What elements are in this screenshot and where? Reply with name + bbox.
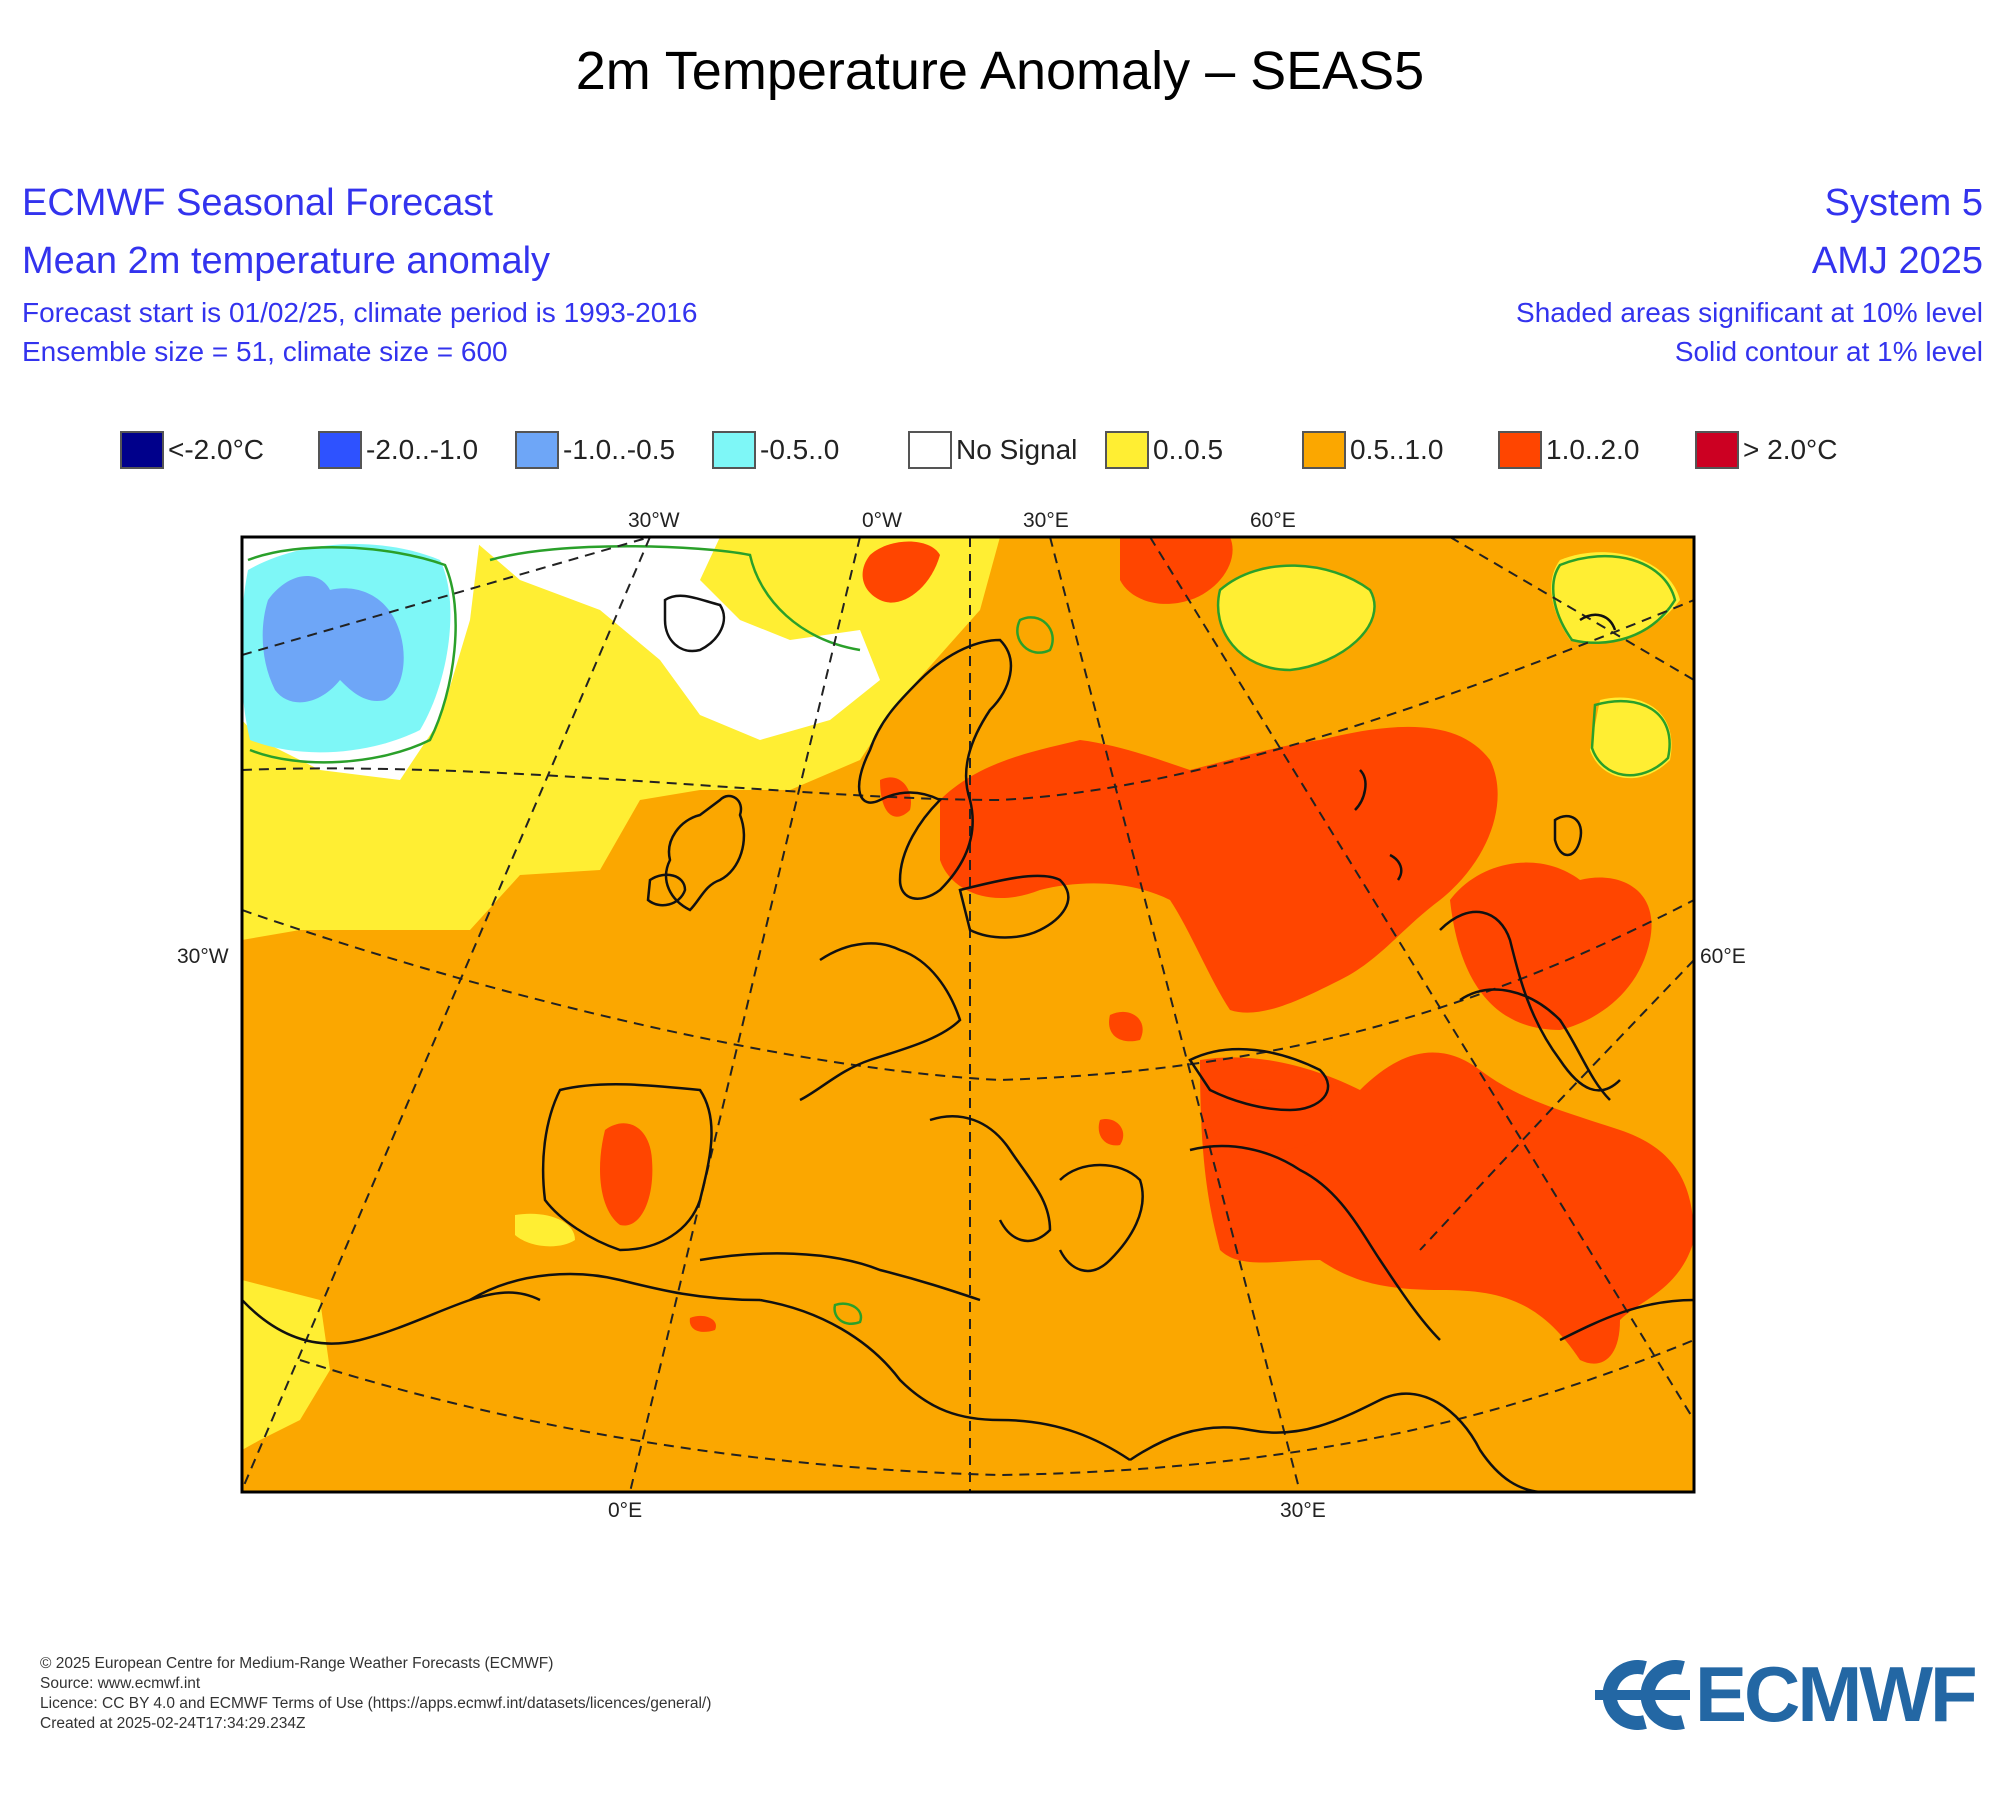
legend-label: -2.0..-1.0 <box>366 434 479 465</box>
header-contour-note: Solid contour at 1% level <box>1674 336 1983 367</box>
header-variable-name: Mean 2m temperature anomaly <box>22 240 551 282</box>
header-significance: Shaded areas significant at 10% level <box>1516 297 1983 328</box>
page-title: 2m Temperature Anomaly – SEAS5 <box>575 41 1425 101</box>
legend-item-minus1-minus05: -1.0..-0.5 <box>515 430 675 470</box>
anomaly-1-2-region <box>1120 537 1233 604</box>
anomaly-0-05-region <box>1218 565 1375 670</box>
legend-label: -0.5..0 <box>760 434 840 465</box>
header-system: System 5 <box>1824 182 1983 224</box>
legend-swatch <box>515 431 559 469</box>
anomaly-1-2-region <box>689 1315 716 1332</box>
legend-item-0-05: 0..0.5 <box>1105 430 1223 470</box>
legend-label: <-2.0°C <box>168 434 265 465</box>
top-label-30w: 30°W <box>628 509 680 532</box>
ecmwf-logo-text: ECMWF <box>1695 1650 1978 1738</box>
coastlines <box>242 594 1694 1492</box>
header-product-name: ECMWF Seasonal Forecast <box>22 182 493 224</box>
legend-label: No Signal <box>956 434 1078 465</box>
legend-swatch <box>908 431 952 469</box>
legend-item-05-1: 0.5..1.0 <box>1302 430 1443 470</box>
header-period: AMJ 2025 <box>1811 240 1983 282</box>
anomaly-1-2-region <box>600 1123 653 1226</box>
header-ensemble-size: Ensemble size = 51, climate size = 600 <box>22 336 508 367</box>
legend-swatch <box>318 431 362 469</box>
anomaly-1-2-region <box>1450 862 1652 1030</box>
anomaly-1-2-region <box>862 541 940 603</box>
map-field <box>242 537 1694 1492</box>
anomaly-0-05-region <box>515 1213 575 1247</box>
legend-item-gt-2: > 2.0°C <box>1695 430 1837 470</box>
legend-item-no-signal: No Signal <box>908 430 1077 470</box>
legend-swatch <box>1498 431 1542 469</box>
legend-label: 1.0..2.0 <box>1546 434 1640 465</box>
footer-created: Created at 2025-02-24T17:34:29.234Z <box>40 1715 306 1732</box>
map-frame <box>240 535 1696 1494</box>
legend-swatch <box>712 431 756 469</box>
anomaly-0-05-region <box>242 1280 330 1450</box>
legend-swatch <box>120 431 164 469</box>
anomaly-0-05-region <box>1590 697 1672 779</box>
legend-swatch <box>1105 431 1149 469</box>
legend-item-lt-minus2: <-2.0°C <box>120 430 264 470</box>
top-label-0w: 0°W <box>862 509 902 532</box>
legend-item-minus2-minus1: -2.0..-1.0 <box>318 430 478 470</box>
anomaly-1-2-region <box>1098 1119 1124 1146</box>
legend-item-minus05-0: -0.5..0 <box>712 430 839 470</box>
header-forecast-start: Forecast start is 01/02/25, climate peri… <box>22 297 698 328</box>
legend-item-1-2: 1.0..2.0 <box>1498 430 1639 470</box>
anomaly-1-2-region <box>1208 1089 1332 1150</box>
legend-label: -1.0..-0.5 <box>563 434 676 465</box>
no-signal-region <box>470 537 880 740</box>
anomaly-1-2-region <box>940 726 1498 1013</box>
footer-copyright: © 2025 European Centre for Medium-Range … <box>40 1655 554 1672</box>
top-label-30e: 30°E <box>1023 509 1069 532</box>
right-label-60e: 60°E <box>1700 945 1746 968</box>
anomaly-minus1-minus05-region <box>262 576 404 703</box>
ecmwf-logo-icon <box>1595 1660 1690 1730</box>
left-label-30w: 30°W <box>177 945 229 968</box>
significance-contours <box>247 545 1677 1325</box>
footer-licence: Licence: CC BY 4.0 and ECMWF Terms of Us… <box>40 1695 712 1712</box>
legend-label: > 2.0°C <box>1743 434 1838 465</box>
graticule <box>242 537 1694 1492</box>
anomaly-1-2-region <box>1109 1011 1143 1042</box>
anomaly-map: 30°W 0°W 30°E 60°E 30°W 60°E 0°E 30°E <box>177 509 1746 1522</box>
legend-label: 0..0.5 <box>1153 434 1224 465</box>
legend-swatch <box>1302 431 1346 469</box>
ecmwf-logo: ECMWF <box>1595 1650 1978 1738</box>
footer-source: Source: www.ecmwf.int <box>40 1675 201 1692</box>
anomaly-0-05-region <box>1551 552 1680 644</box>
bottom-label-0e: 0°E <box>608 1499 642 1522</box>
legend-label: 0.5..1.0 <box>1350 434 1444 465</box>
top-label-60e: 60°E <box>1250 509 1296 532</box>
map-axis-labels: 30°W 0°W 30°E 60°E 30°W 60°E 0°E 30°E <box>177 509 1746 1522</box>
bottom-label-30e: 30°E <box>1280 1499 1326 1522</box>
legend-swatch <box>1695 431 1739 469</box>
